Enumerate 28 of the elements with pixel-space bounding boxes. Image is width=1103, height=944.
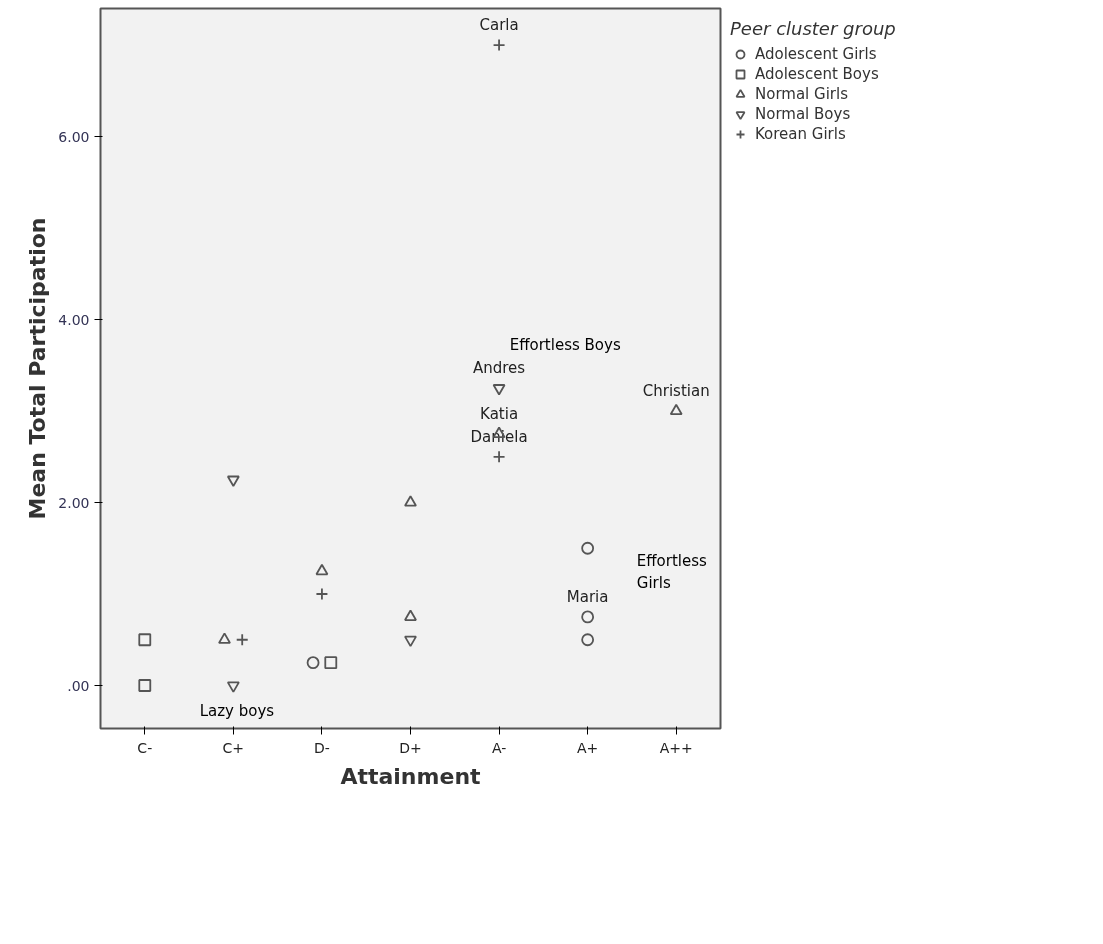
annotation: Katia — [480, 404, 519, 423]
annotation: Effortless Boys — [509, 336, 621, 355]
annotation: Carla — [479, 16, 519, 35]
x-tick-label: C- — [137, 739, 153, 756]
x-tick-label: C+ — [222, 739, 245, 756]
x-tick-label: A- — [491, 739, 507, 756]
y-tick-label: 6.00 — [58, 128, 90, 145]
legend-label: Normal Boys — [755, 104, 851, 124]
y-tick-label: .00 — [67, 677, 90, 694]
legend-label: Adolescent Girls — [755, 44, 877, 64]
x-tick-label: D+ — [399, 739, 422, 756]
annotation: Daniela — [470, 427, 528, 446]
legend-label: Adolescent Boys — [755, 64, 879, 84]
annotation: Maria — [566, 587, 609, 606]
x-tick-label: A++ — [659, 739, 693, 756]
annotation: Lazy boys — [199, 701, 275, 720]
x-axis-title: Attainment — [340, 763, 482, 789]
y-tick-label: 2.00 — [58, 494, 90, 511]
legend-label: Normal Girls — [755, 84, 848, 104]
y-tick-label: 4.00 — [58, 311, 90, 328]
annotation: Effortless Girls — [636, 552, 708, 592]
legend-title: Peer cluster group — [730, 18, 896, 39]
x-tick-label: A+ — [576, 739, 599, 756]
x-tick-label: D- — [314, 739, 330, 756]
annotation: Christian — [642, 382, 710, 401]
annotation: Andres — [472, 359, 526, 378]
legend-label: Korean Girls — [755, 124, 846, 144]
y-axis-title: Mean Total Participation — [25, 217, 51, 520]
